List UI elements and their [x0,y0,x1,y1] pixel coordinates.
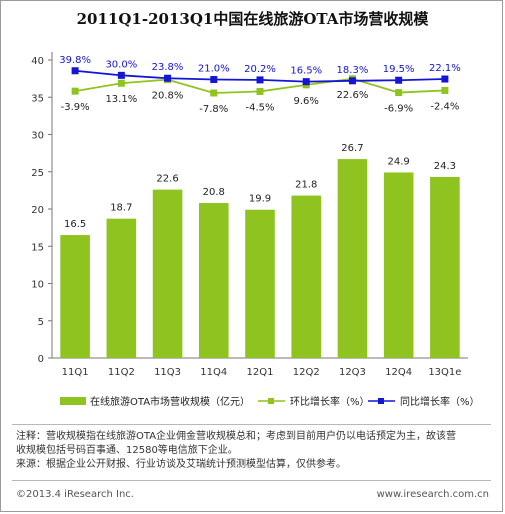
legend: 在线旅游OTA市场营收规模（亿元） 环比增长率（%） 同比增长率（%） [60,395,480,408]
bar-value-label: 20.8 [203,187,225,198]
x-tick-label: 13Q1e [428,367,461,378]
bar [60,235,90,358]
blue-line-label: 22.1% [429,63,461,74]
green-line-label: 22.6% [337,90,369,101]
blue-line-label: 16.5% [290,66,322,77]
blue-line-marker [441,75,449,83]
x-tick-label: 11Q1 [62,367,89,378]
x-tick-label: 12Q2 [293,367,320,378]
green-line-label: 13.1% [105,94,137,105]
blue-line-marker [256,76,264,84]
green-line-label: -2.4% [430,101,459,112]
y-tick-label: 15 [31,242,44,253]
bar-value-label: 21.8 [295,180,317,191]
blue-line-marker [164,74,172,82]
blue-line-label: 20.2% [244,64,276,75]
blue-line-marker [117,71,125,79]
blue-line-label: 39.8% [59,55,91,66]
copyright: ©2013.4 iResearch Inc. [16,489,134,500]
bar-value-label: 24.9 [388,156,410,167]
blue-line-marker [71,67,79,75]
website-link: www.iresearch.com.cn [376,489,489,500]
notes-separator [12,424,491,425]
bar-value-label: 18.7 [110,203,132,214]
note-line-3: 来源：根据企业公开财报、行业访谈及艾瑞统计预测模型估算，仅供参考。 [16,459,346,470]
legend-blue-marker [378,398,384,404]
blue-line-marker [395,76,403,84]
bar [291,195,322,358]
bar [430,176,460,358]
y-tick-label: 35 [31,93,44,104]
bar-value-label: 19.9 [249,194,271,205]
x-tick-label: 12Q1 [247,367,274,378]
y-tick-label: 0 [38,354,44,365]
blue-line-marker [302,78,310,86]
green-line-label: -6.9% [384,104,413,115]
blue-line-label: 30.0% [105,59,137,70]
notes: 注释：营收规模指在线旅游OTA企业佣金营收规模总和；考虑到目前用户仍以电话预定为… [16,430,491,472]
green-line-marker [71,87,79,95]
green-line-label: -7.8% [199,104,228,115]
bar [106,218,137,358]
chart-title: 2011Q1-2013Q1中国在线旅游OTA市场营收规模 [76,10,429,28]
blue-line-marker [348,77,356,85]
green-line-label: 9.6% [294,96,319,107]
y-tick-label: 10 [31,280,44,291]
x-tick-label: 11Q2 [108,367,135,378]
x-tick-label: 12Q4 [385,367,412,378]
bar [337,159,368,358]
green-line-marker [256,87,264,95]
y-tick-label: 5 [38,317,44,328]
green-line-label: -3.9% [61,102,90,113]
bar [198,203,229,358]
green-line-label: 20.8% [152,91,184,102]
legend-green-marker [268,398,274,404]
blue-line-label: 21.0% [198,64,230,75]
x-tick-label: 11Q3 [154,367,181,378]
bar-value-label: 16.5 [64,219,86,230]
footer-separator [12,480,491,481]
legend-bar-label: 在线旅游OTA市场营收规模（亿元） [90,395,250,408]
blue-line-label: 18.3% [337,65,369,76]
legend-green-label: 环比增长率（%） [290,395,370,408]
y-tick-label: 25 [31,168,44,179]
legend-blue-label: 同比增长率（%） [400,395,480,408]
bar [383,172,414,358]
x-tick-label: 12Q3 [339,367,366,378]
bar-value-label: 26.7 [341,143,363,154]
note-line-2: 收规模包括号码百事通、12580等电信旅下企业。 [16,445,238,456]
legend-bar-swatch [60,397,86,405]
bar-value-label: 22.6 [156,174,178,185]
green-line-marker [395,89,403,97]
blue-line-label: 19.5% [383,64,415,75]
bar-value-label: 24.3 [434,161,456,172]
blue-line-label: 23.8% [152,62,184,73]
bar [152,189,183,358]
green-line-marker [441,86,449,94]
green-line-marker [210,89,218,97]
note-line-1: 注释：营收规模指在线旅游OTA企业佣金营收规模总和；考虑到目前用户仍以电话预定为… [16,431,457,442]
x-tick-label: 11Q4 [200,367,227,378]
green-line-label: -4.5% [245,102,274,113]
y-tick-label: 40 [31,56,44,67]
green-line-marker [117,79,125,87]
y-tick-label: 20 [31,205,44,216]
y-tick-label: 30 [31,131,44,142]
bar [245,209,275,358]
blue-line-marker [210,76,218,84]
